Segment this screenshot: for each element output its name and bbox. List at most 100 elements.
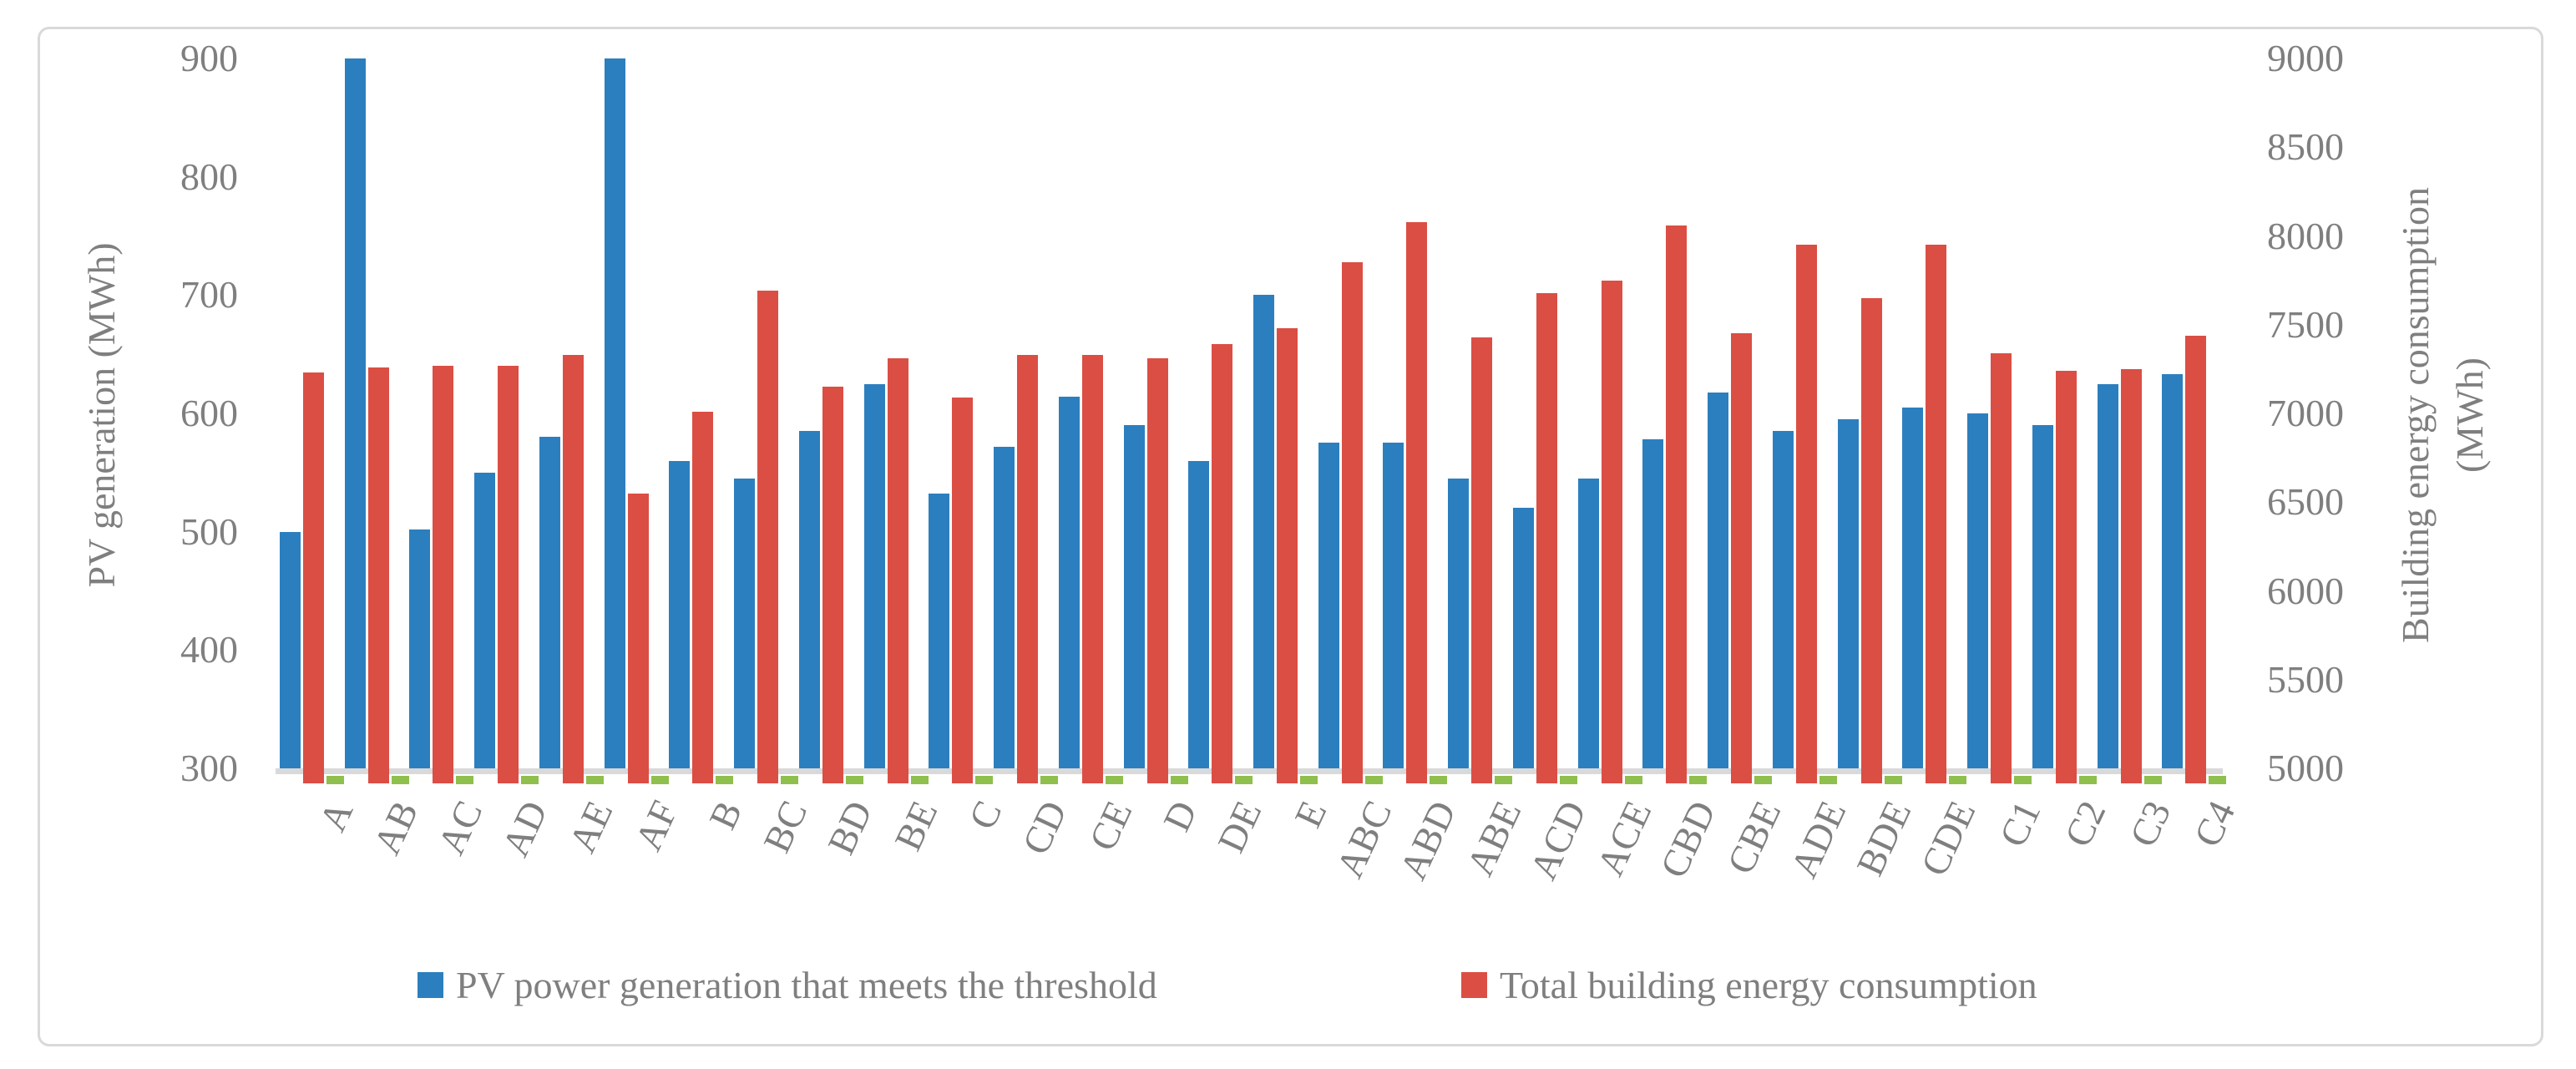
threshold-dash-AD: [521, 776, 539, 784]
bar-consumption-B: [692, 411, 714, 783]
bar-pv-C3: [2097, 383, 2118, 768]
category-B: [665, 0, 734, 1069]
bar-pv-E: [1253, 295, 1274, 768]
category-E: [1249, 0, 1318, 1069]
bar-consumption-D: [1146, 358, 1168, 783]
category-ABE: [1444, 0, 1513, 1069]
bar-consumption-E: [1277, 328, 1298, 783]
bar-consumption-ABC: [1341, 262, 1363, 783]
threshold-dash-BE: [910, 776, 929, 784]
legend-swatch-red: [1461, 972, 1487, 998]
bar-consumption-CE: [1081, 354, 1103, 783]
bar-consumption-AF: [627, 493, 649, 783]
category-ACE: [1574, 0, 1642, 1069]
bar-pv-CD: [994, 446, 1015, 768]
bar-consumption-ADE: [1795, 245, 1817, 783]
threshold-dash-C4: [2209, 776, 2227, 784]
threshold-dash-E: [1300, 776, 1318, 784]
bar-pv-ACD: [1512, 508, 1534, 768]
legend-swatch-blue: [418, 972, 443, 998]
threshold-dash-D: [1170, 776, 1188, 784]
right-axis-title-line2: (MWh): [2448, 357, 2491, 473]
bar-pv-AC: [409, 529, 431, 768]
bar-pv-C2: [2032, 425, 2053, 768]
bar-pv-ACE: [1577, 478, 1599, 768]
bar-pv-BC: [734, 478, 756, 768]
category-BDE: [1834, 0, 1902, 1069]
bar-pv-BD: [798, 431, 820, 768]
threshold-dash-CBE: [1754, 776, 1773, 784]
bar-consumption-C2: [2055, 371, 2077, 783]
bar-consumption-CBE: [1731, 333, 1753, 783]
left-tick-400: 400: [180, 628, 238, 671]
bar-consumption-C: [952, 397, 974, 783]
bar-pv-AD: [474, 472, 496, 768]
category-ADE: [1769, 0, 1837, 1069]
bar-pv-BE: [863, 383, 885, 768]
right-tick-7000: 7000: [2267, 392, 2344, 434]
right-tick-7500: 7500: [2267, 302, 2344, 346]
category-CBE: [1703, 0, 1773, 1069]
category-C: [924, 0, 994, 1069]
bar-pv-CBE: [1708, 392, 1729, 768]
threshold-dash-ACD: [1559, 776, 1577, 784]
right-tick-5000: 5000: [2267, 747, 2344, 789]
bar-consumption-ACE: [1601, 280, 1622, 783]
bar-consumption-C1: [1991, 352, 2012, 783]
bar-consumption-CBD: [1666, 225, 1688, 783]
right-tick-5500: 5500: [2267, 657, 2344, 701]
bar-consumption-DE: [1212, 344, 1233, 783]
category-BE: [860, 0, 929, 1069]
threshold-dash-AF: [650, 776, 669, 784]
category-D: [1120, 0, 1188, 1069]
category-CDE: [1898, 0, 1967, 1069]
category-C1: [1963, 0, 2032, 1069]
bar-pv-CBD: [1642, 439, 1664, 768]
bar-consumption-BE: [887, 358, 908, 783]
bar-pv-ABC: [1318, 443, 1339, 768]
threshold-dash-ABC: [1364, 776, 1383, 784]
threshold-dash-AB: [391, 776, 409, 784]
threshold-dash-AC: [456, 776, 474, 784]
left-tick-700: 700: [180, 273, 238, 317]
bar-pv-AE: [539, 437, 560, 768]
category-BC: [730, 0, 799, 1069]
bar-pv-BDE: [1837, 419, 1859, 768]
bar-pv-D: [1123, 425, 1145, 768]
right-tick-9000: 9000: [2267, 37, 2344, 79]
bar-pv-CDE: [1902, 407, 1924, 768]
category-CD: [989, 0, 1059, 1069]
threshold-dash-BDE: [1884, 776, 1902, 784]
legend: PV power generation that meets the thres…: [0, 959, 2576, 1017]
bar-pv-B: [669, 460, 691, 768]
threshold-dash-C2: [2078, 776, 2097, 784]
bar-consumption-ABD: [1406, 221, 1428, 783]
threshold-dash-B: [716, 776, 734, 784]
category-AF: [600, 0, 669, 1069]
category-AB: [341, 0, 409, 1069]
category-A: [276, 0, 344, 1069]
right-tick-8000: 8000: [2267, 214, 2344, 257]
bar-consumption-CDE: [1926, 245, 1947, 783]
left-tick-900: 900: [180, 37, 238, 79]
threshold-dash-DE: [1235, 776, 1253, 784]
threshold-dash-C: [975, 776, 994, 784]
bar-consumption-AD: [498, 365, 519, 783]
right-tick-8500: 8500: [2267, 125, 2344, 169]
bar-consumption-C4: [2185, 335, 2207, 783]
left-tick-500: 500: [180, 509, 238, 553]
legend-label-consumption: Total building energy consumption: [1500, 964, 2037, 1006]
bar-consumption-BDE: [1860, 297, 1882, 783]
category-BD: [795, 0, 863, 1069]
threshold-dash-CBD: [1689, 776, 1708, 784]
category-C4: [2158, 0, 2227, 1069]
left-tick-300: 300: [180, 747, 238, 789]
category-AC: [405, 0, 474, 1069]
category-ABD: [1379, 0, 1448, 1069]
category-ACD: [1509, 0, 1577, 1069]
threshold-dash-ACE: [1624, 776, 1642, 784]
category-AD: [470, 0, 539, 1069]
category-C3: [2093, 0, 2162, 1069]
bar-pv-C: [929, 494, 950, 768]
bar-consumption-A: [303, 372, 324, 783]
